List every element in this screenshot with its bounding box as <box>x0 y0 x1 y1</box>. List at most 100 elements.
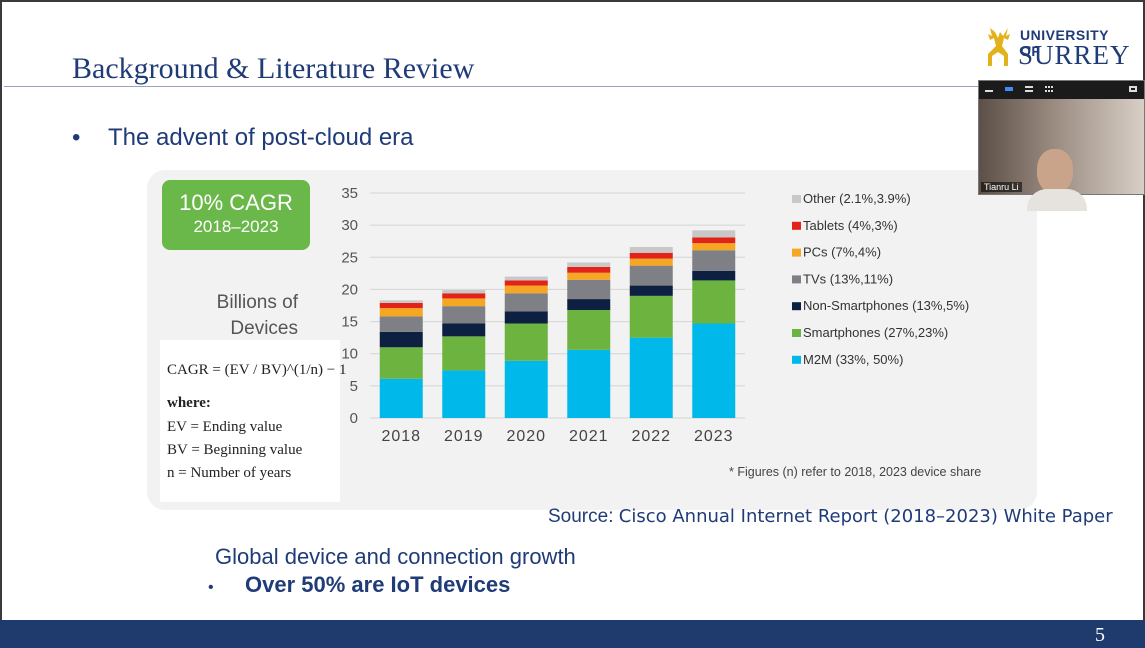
bar-segment <box>692 243 736 251</box>
bar-segment <box>442 298 486 307</box>
bar-segment <box>442 306 486 324</box>
bar-segment <box>629 252 673 259</box>
legend-label: Other (2.1%,3.9%) <box>803 191 911 206</box>
gallery-view-icon[interactable] <box>1045 86 1053 92</box>
bullet-post-cloud-text: The advent of post-cloud era <box>108 124 414 151</box>
bar-segment <box>629 337 673 418</box>
chart-footnote: * Figures (n) refer to 2018, 2023 device… <box>729 465 982 479</box>
bar-segment <box>567 266 611 273</box>
video-thumbnail[interactable]: Tianru Li <box>978 80 1145 211</box>
bar-segment <box>567 272 611 280</box>
video-toolbar <box>979 81 1144 99</box>
y-tick-label: 30 <box>341 217 358 234</box>
bar-segment <box>692 323 736 418</box>
x-tick-label: 2019 <box>444 428 484 445</box>
cagr-years-label: 2018–2023 <box>193 217 279 236</box>
university-logo: UNIVERSITY OF SURREY <box>978 22 1130 72</box>
x-tick-label: 2022 <box>631 428 671 445</box>
footer-bar <box>0 620 1145 648</box>
bar-segment <box>629 265 673 286</box>
legend-swatch <box>792 302 801 311</box>
bar-segment <box>379 300 423 303</box>
bar-segment <box>629 285 673 296</box>
legend-swatch <box>792 195 801 203</box>
formula-bv: BV = Beginning value <box>167 442 303 458</box>
formula-ev: EV = Ending value <box>167 419 283 435</box>
legend-swatch <box>792 275 801 284</box>
speaker-view-icon[interactable] <box>1005 87 1013 91</box>
stag-emblem-icon <box>988 28 1010 66</box>
legend-swatch <box>792 329 801 337</box>
bar-segment <box>442 336 486 371</box>
y-tick-label: 10 <box>341 346 358 363</box>
legend-label: M2M (33%, 50%) <box>803 352 903 367</box>
participant-face <box>1037 149 1073 193</box>
device-growth-chart: 0 5 10 15 20 25 30 35 2018 2019 2020 2021 2022 2023 Ot… <box>341 185 969 445</box>
legend-swatch <box>792 355 801 364</box>
title-divider <box>4 86 978 87</box>
formula-equation: CAGR = (EV / BV)^(1/n) − 1 <box>167 362 347 378</box>
bar-segment <box>504 293 548 312</box>
bar-segment <box>567 279 611 300</box>
y-tick-label: 5 <box>350 378 358 395</box>
strip-view-icon[interactable] <box>1025 86 1033 92</box>
formula-where: where: <box>167 395 211 411</box>
y-tick-label: 15 <box>341 314 358 331</box>
bar-segment <box>504 311 548 324</box>
formula-n: n = Number of years <box>167 465 292 481</box>
legend-label: Tablets (4%,3%) <box>803 218 898 233</box>
bar-segment <box>442 293 486 299</box>
bar-segment <box>504 280 548 286</box>
cagr-callout: 10% CAGR 2018–2023 <box>162 180 310 250</box>
logo-university-of: UNIVERSITY OF <box>1020 27 1109 59</box>
bullet-iot: • Over 50% are IoT devices <box>208 572 510 598</box>
bar-segment <box>567 299 611 310</box>
source-text: Cisco Annual Internet Report (2018–2023)… <box>618 506 1113 527</box>
bar-segment <box>692 270 736 281</box>
bar-segment <box>629 247 673 253</box>
legend-swatch <box>792 221 801 230</box>
page-number: 5 <box>1095 624 1105 646</box>
camera-feed <box>979 99 1144 211</box>
bar-segment <box>379 308 423 317</box>
source-citation: Source: Cisco Annual Internet Report (20… <box>548 506 1113 528</box>
source-label: Source: <box>548 506 614 527</box>
expand-icon[interactable] <box>1129 86 1137 92</box>
bar-segment <box>379 378 423 418</box>
y-tick-label: 25 <box>341 249 358 266</box>
bar-segment <box>692 237 736 244</box>
bar-segment <box>442 323 486 337</box>
legend-label: Non-Smartphones (13%,5%) <box>803 298 969 313</box>
x-tick-label: 2020 <box>506 428 546 445</box>
bullet-iot-text: Over 50% are IoT devices <box>245 572 511 597</box>
bar-segment <box>504 323 548 361</box>
legend-swatch <box>792 248 801 257</box>
x-tick-label: 2018 <box>381 428 421 445</box>
bar-segment <box>692 280 736 324</box>
cagr-formula-box: CAGR = (EV / BV)^(1/n) − 1 where: EV = E… <box>160 340 347 502</box>
x-tick-label: 2023 <box>694 428 734 445</box>
bar-segment <box>629 295 673 338</box>
bullet-dot: • <box>208 579 214 596</box>
bar-segment <box>379 331 423 348</box>
legend-label: PCs (7%,4%) <box>803 245 881 260</box>
bar-segment <box>442 370 486 418</box>
x-tick-label: 2021 <box>569 428 609 445</box>
bar-segment <box>567 262 611 267</box>
minimize-icon[interactable] <box>985 86 993 92</box>
bar-segment <box>504 360 548 418</box>
legend-label: TVs (13%,11%) <box>803 271 893 286</box>
bar-segment <box>567 310 611 350</box>
y-tick-label: 20 <box>341 281 358 298</box>
cagr-main-label: 10% CAGR <box>179 190 293 215</box>
bullet-post-cloud: • The advent of post-cloud era <box>72 124 414 152</box>
units-label: Billions of Devices <box>176 290 298 342</box>
bar-segment <box>504 285 548 294</box>
participant-body <box>1027 189 1087 211</box>
y-tick-label: 0 <box>350 410 358 427</box>
bar-segment <box>567 349 611 418</box>
units-line-2: Devices <box>230 318 298 339</box>
participant-name: Tianru Li <box>981 182 1022 192</box>
bar-segment <box>379 347 423 379</box>
bar-segment <box>379 316 423 332</box>
